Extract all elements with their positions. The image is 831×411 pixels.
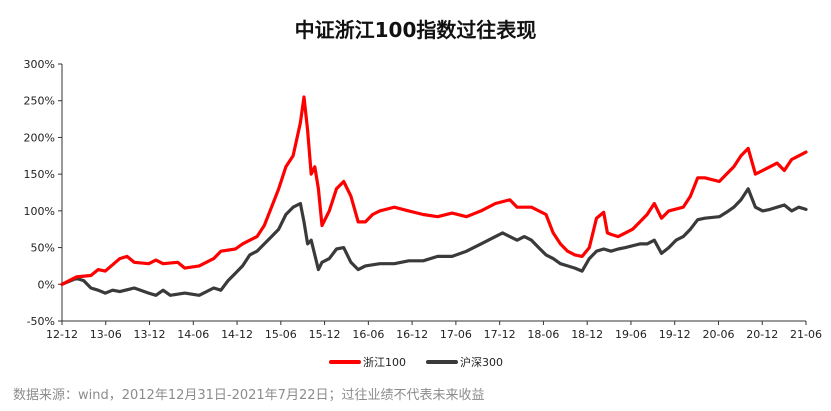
source-note: 数据来源：wind，2012年12月31日-2021年7月22日；过往业绩不代表…	[13, 388, 485, 403]
chart-title: 中证浙江100指数过往表现	[294, 18, 537, 42]
y-tick-label: 50%	[31, 242, 55, 255]
x-tick-label: 14-06	[177, 328, 209, 341]
legend: 浙江100 沪深300	[329, 355, 503, 369]
x-tick-label: 19-12	[659, 328, 691, 341]
series-lines	[60, 95, 808, 297]
legend-label: 沪深300	[460, 355, 503, 369]
y-tick-label: 200%	[24, 131, 55, 144]
y-axis: 300% 250% 200% 150% 100% 50% 0% -50%	[24, 58, 63, 328]
legend-item-zhejiang100: 浙江100	[329, 356, 406, 369]
x-tick-label: 20-12	[746, 328, 778, 341]
y-tick-label: -50%	[27, 315, 55, 328]
x-tick-label: 14-12	[221, 328, 253, 341]
x-tick-label: 16-12	[396, 328, 428, 341]
y-tick-label: 100%	[24, 205, 55, 218]
x-tick-label: 17-12	[484, 328, 516, 341]
legend-label: 浙江100	[363, 356, 406, 369]
y-tick-label: 250%	[24, 95, 55, 108]
x-tick-label: 21-06	[790, 328, 822, 341]
y-tick-label: 0%	[38, 278, 55, 291]
legend-item-hs300: 沪深300	[426, 355, 503, 369]
x-axis: 12-12 13-06 13-12 14-06 14-12 15-06 15-12 16-06…	[46, 320, 822, 341]
x-tick-label: 19-06	[615, 328, 647, 341]
x-tick-label: 13-06	[90, 328, 122, 341]
x-tick-label: 16-06	[352, 328, 384, 341]
y-tick-label: 150%	[24, 168, 55, 181]
x-tick-label: 18-06	[527, 328, 559, 341]
x-tick-label: 15-12	[309, 328, 341, 341]
x-tick-label: 20-06	[702, 328, 734, 341]
x-tick-label: 13-12	[134, 328, 166, 341]
series-line-hs300	[60, 187, 808, 297]
x-tick-label: 12-12	[46, 328, 78, 341]
y-tick-label: 300%	[24, 58, 55, 71]
x-tick-label: 17-06	[440, 328, 472, 341]
series-line-zhejiang100	[60, 95, 808, 286]
x-tick-label: 15-06	[265, 328, 297, 341]
x-tick-label: 18-12	[571, 328, 603, 341]
